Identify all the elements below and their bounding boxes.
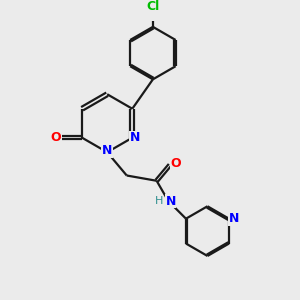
Text: O: O bbox=[171, 157, 181, 170]
Text: N: N bbox=[165, 195, 176, 208]
Text: Cl: Cl bbox=[146, 1, 160, 13]
Text: H: H bbox=[155, 196, 164, 206]
Text: O: O bbox=[50, 131, 61, 144]
Text: N: N bbox=[229, 212, 239, 225]
Text: N: N bbox=[102, 144, 112, 158]
Text: N: N bbox=[130, 131, 140, 144]
